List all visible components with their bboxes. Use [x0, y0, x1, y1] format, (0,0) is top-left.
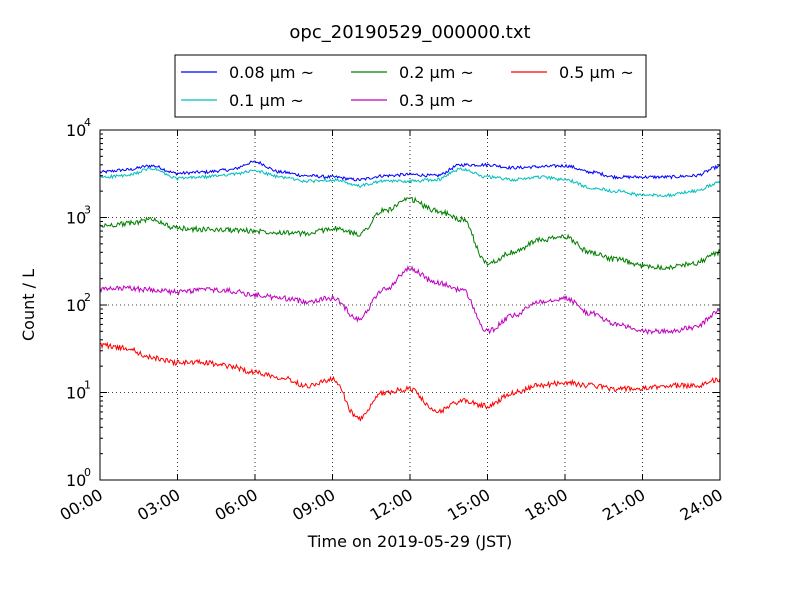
legend-label: 0.3 μm ~ — [399, 91, 474, 110]
legend: 0.08 μm ~ 0.1 μm ~ 0.2 μm ~ 0.3 μm ~ 0.5 μm … — [174, 54, 647, 118]
legend-label: 0.08 μm ~ — [229, 63, 314, 82]
tick-marks — [99, 129, 721, 481]
series-line-3 — [99, 196, 721, 271]
y-tick-label-exponent: 0 — [84, 466, 91, 479]
y-tick-label-base: 10 — [66, 209, 86, 228]
legend-label: 0.2 μm ~ — [399, 63, 474, 82]
legend-label: 0.5 μm ~ — [559, 63, 634, 82]
legend-box — [174, 54, 647, 118]
y-tick-label-base: 10 — [66, 121, 86, 140]
series-line-4 — [99, 264, 721, 336]
series-layer — [99, 160, 721, 422]
series-line-2 — [99, 167, 721, 198]
series-line-5 — [99, 341, 721, 422]
y-tick-label-exponent: 2 — [84, 291, 91, 304]
chart-title: opc_20190529_000000.txt — [289, 22, 530, 43]
y-tick-label-base: 10 — [66, 296, 86, 315]
y-tick-label-exponent: 4 — [84, 116, 91, 129]
x-axis-label: Time on 2019-05-29 (JST) — [307, 532, 512, 551]
y-tick-label-base: 10 — [66, 384, 86, 403]
y-axis-label: Count / L — [19, 269, 38, 341]
grid-lines — [100, 130, 720, 480]
series-line-1 — [99, 160, 721, 182]
legend-label: 0.1 μm ~ — [229, 91, 304, 110]
y-tick-label-exponent: 3 — [84, 204, 91, 217]
y-tick-label-exponent: 1 — [84, 379, 91, 392]
y-tick-label-base: 10 — [66, 471, 86, 490]
